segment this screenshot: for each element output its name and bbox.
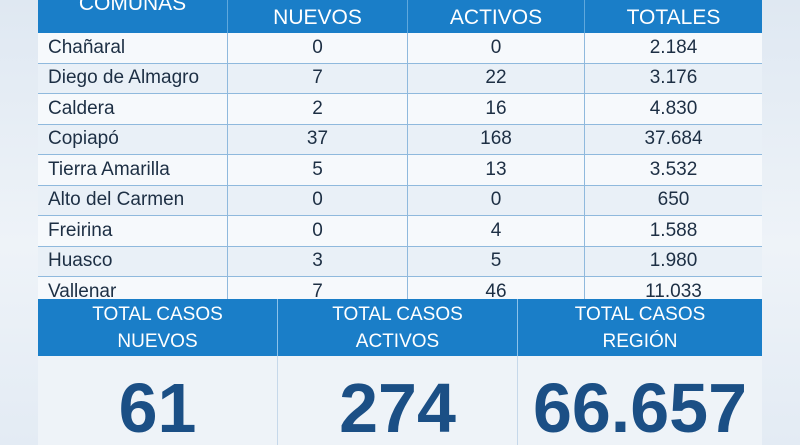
total-activos-label-line1: TOTAL CASOS	[332, 304, 463, 325]
total-activos-label: TOTAL CASOS ACTIVOS	[278, 299, 518, 356]
cell-totales: 37.684	[644, 128, 703, 150]
cell-activos: 13	[408, 155, 585, 185]
cell-nuevos: 3	[228, 246, 408, 276]
cell-comuna: Copiapó	[38, 124, 228, 154]
cell-comuna: Huasco	[38, 246, 228, 276]
cell-totales: 3.176	[649, 67, 698, 89]
cell-totales: 1.588	[649, 219, 698, 241]
total-region-value: 66.657	[532, 369, 748, 445]
table-row: Caldera 2 16 4.830	[38, 94, 762, 125]
cell-activos: 16	[408, 94, 585, 124]
cell-nuevos: 7	[228, 277, 408, 307]
cell-activos: 0	[408, 185, 585, 215]
cell-nuevos: 2	[228, 94, 408, 124]
cell-comuna: Freirina	[38, 216, 228, 246]
cell-comuna: Diego de Almagro	[38, 63, 228, 93]
header-totales: TOTALES	[626, 6, 721, 29]
cell-totales: 4.830	[649, 97, 698, 119]
cell-totales: 2.184	[649, 36, 698, 58]
total-activos-label-line2: ACTIVOS	[355, 331, 440, 352]
total-activos-value: 274	[278, 356, 518, 445]
table-row: Chañaral 0 0 2.184	[38, 33, 762, 64]
cell-totales: 11.033	[645, 280, 702, 302]
total-nuevos-value: 61	[38, 356, 278, 445]
cell-nuevos: 5	[228, 155, 408, 185]
table-row: Huasco 3 5 1.980	[38, 246, 762, 277]
total-nuevos-label-line2: NUEVOS	[117, 331, 198, 352]
cell-activos: 168	[408, 124, 585, 154]
total-region-label: TOTAL CASOS REGIÓN	[518, 299, 762, 356]
cell-nuevos: 0	[228, 33, 408, 63]
header-comunas: COMUNAS	[38, 0, 228, 33]
table-row: Tierra Amarilla 5 13 3.532	[38, 155, 762, 186]
table-header: COMUNAS NUEVOS ACTIVOS TOTALES	[38, 0, 762, 33]
cell-activos: 0	[408, 33, 585, 63]
cell-activos: 5	[408, 246, 585, 276]
header-activos: ACTIVOS	[408, 0, 585, 33]
cases-table: COMUNAS NUEVOS ACTIVOS TOTALES Chañaral …	[38, 0, 762, 445]
cell-nuevos: 0	[228, 216, 408, 246]
cell-activos: 22	[408, 63, 585, 93]
total-region-label-line1: TOTAL CASOS	[574, 304, 706, 325]
cell-nuevos: 7	[228, 63, 408, 93]
cell-comuna: Tierra Amarilla	[38, 155, 228, 185]
table-row: Alto del Carmen 0 0 650	[38, 185, 762, 216]
header-nuevos: NUEVOS	[228, 0, 408, 33]
cell-nuevos: 0	[228, 185, 408, 215]
cell-activos: 46	[408, 277, 585, 307]
total-nuevos-label-line1: TOTAL CASOS	[92, 304, 223, 325]
cell-comuna: Vallenar	[38, 277, 228, 307]
cell-totales: 3.532	[649, 158, 698, 180]
cell-comuna: Alto del Carmen	[38, 185, 228, 215]
totals-header: TOTAL CASOS NUEVOS TOTAL CASOS ACTIVOS T…	[38, 299, 762, 356]
cell-comuna: Chañaral	[38, 33, 228, 63]
cell-totales: 1.980	[649, 250, 698, 272]
table-body: Chañaral 0 0 2.184 Diego de Almagro 7 22…	[38, 33, 762, 308]
total-region-label-line2: REGIÓN	[602, 331, 678, 352]
table-row: Diego de Almagro 7 22 3.176	[38, 63, 762, 94]
totals-values: 61 274 66.657	[38, 356, 762, 445]
cell-nuevos: 37	[228, 124, 408, 154]
table-row: Freirina 0 4 1.588	[38, 216, 762, 247]
cell-comuna: Caldera	[38, 94, 228, 124]
total-nuevos-label: TOTAL CASOS NUEVOS	[38, 299, 278, 356]
table-row: Copiapó 37 168 37.684	[38, 124, 762, 155]
cell-activos: 4	[408, 216, 585, 246]
cell-totales: 650	[657, 189, 690, 211]
